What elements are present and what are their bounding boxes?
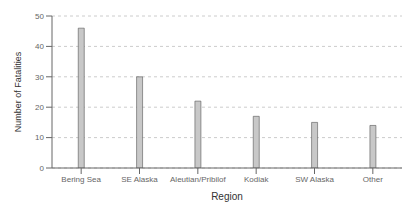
svg-text:Bering Sea: Bering Sea xyxy=(61,175,101,184)
svg-text:50: 50 xyxy=(35,12,44,21)
svg-text:10: 10 xyxy=(35,133,44,142)
svg-text:0: 0 xyxy=(40,164,45,173)
svg-text:Kodiak: Kodiak xyxy=(244,175,269,184)
svg-text:Region: Region xyxy=(211,191,243,202)
svg-text:30: 30 xyxy=(35,73,44,82)
svg-text:SW Alaska: SW Alaska xyxy=(295,175,334,184)
svg-text:Aleutian/Pribilof: Aleutian/Pribilof xyxy=(170,175,226,184)
svg-text:SE Alaska: SE Alaska xyxy=(121,175,158,184)
svg-text:Other: Other xyxy=(363,175,383,184)
svg-text:40: 40 xyxy=(35,42,44,51)
svg-text:Number of Fatalities: Number of Fatalities xyxy=(13,51,23,132)
svg-text:20: 20 xyxy=(35,103,44,112)
